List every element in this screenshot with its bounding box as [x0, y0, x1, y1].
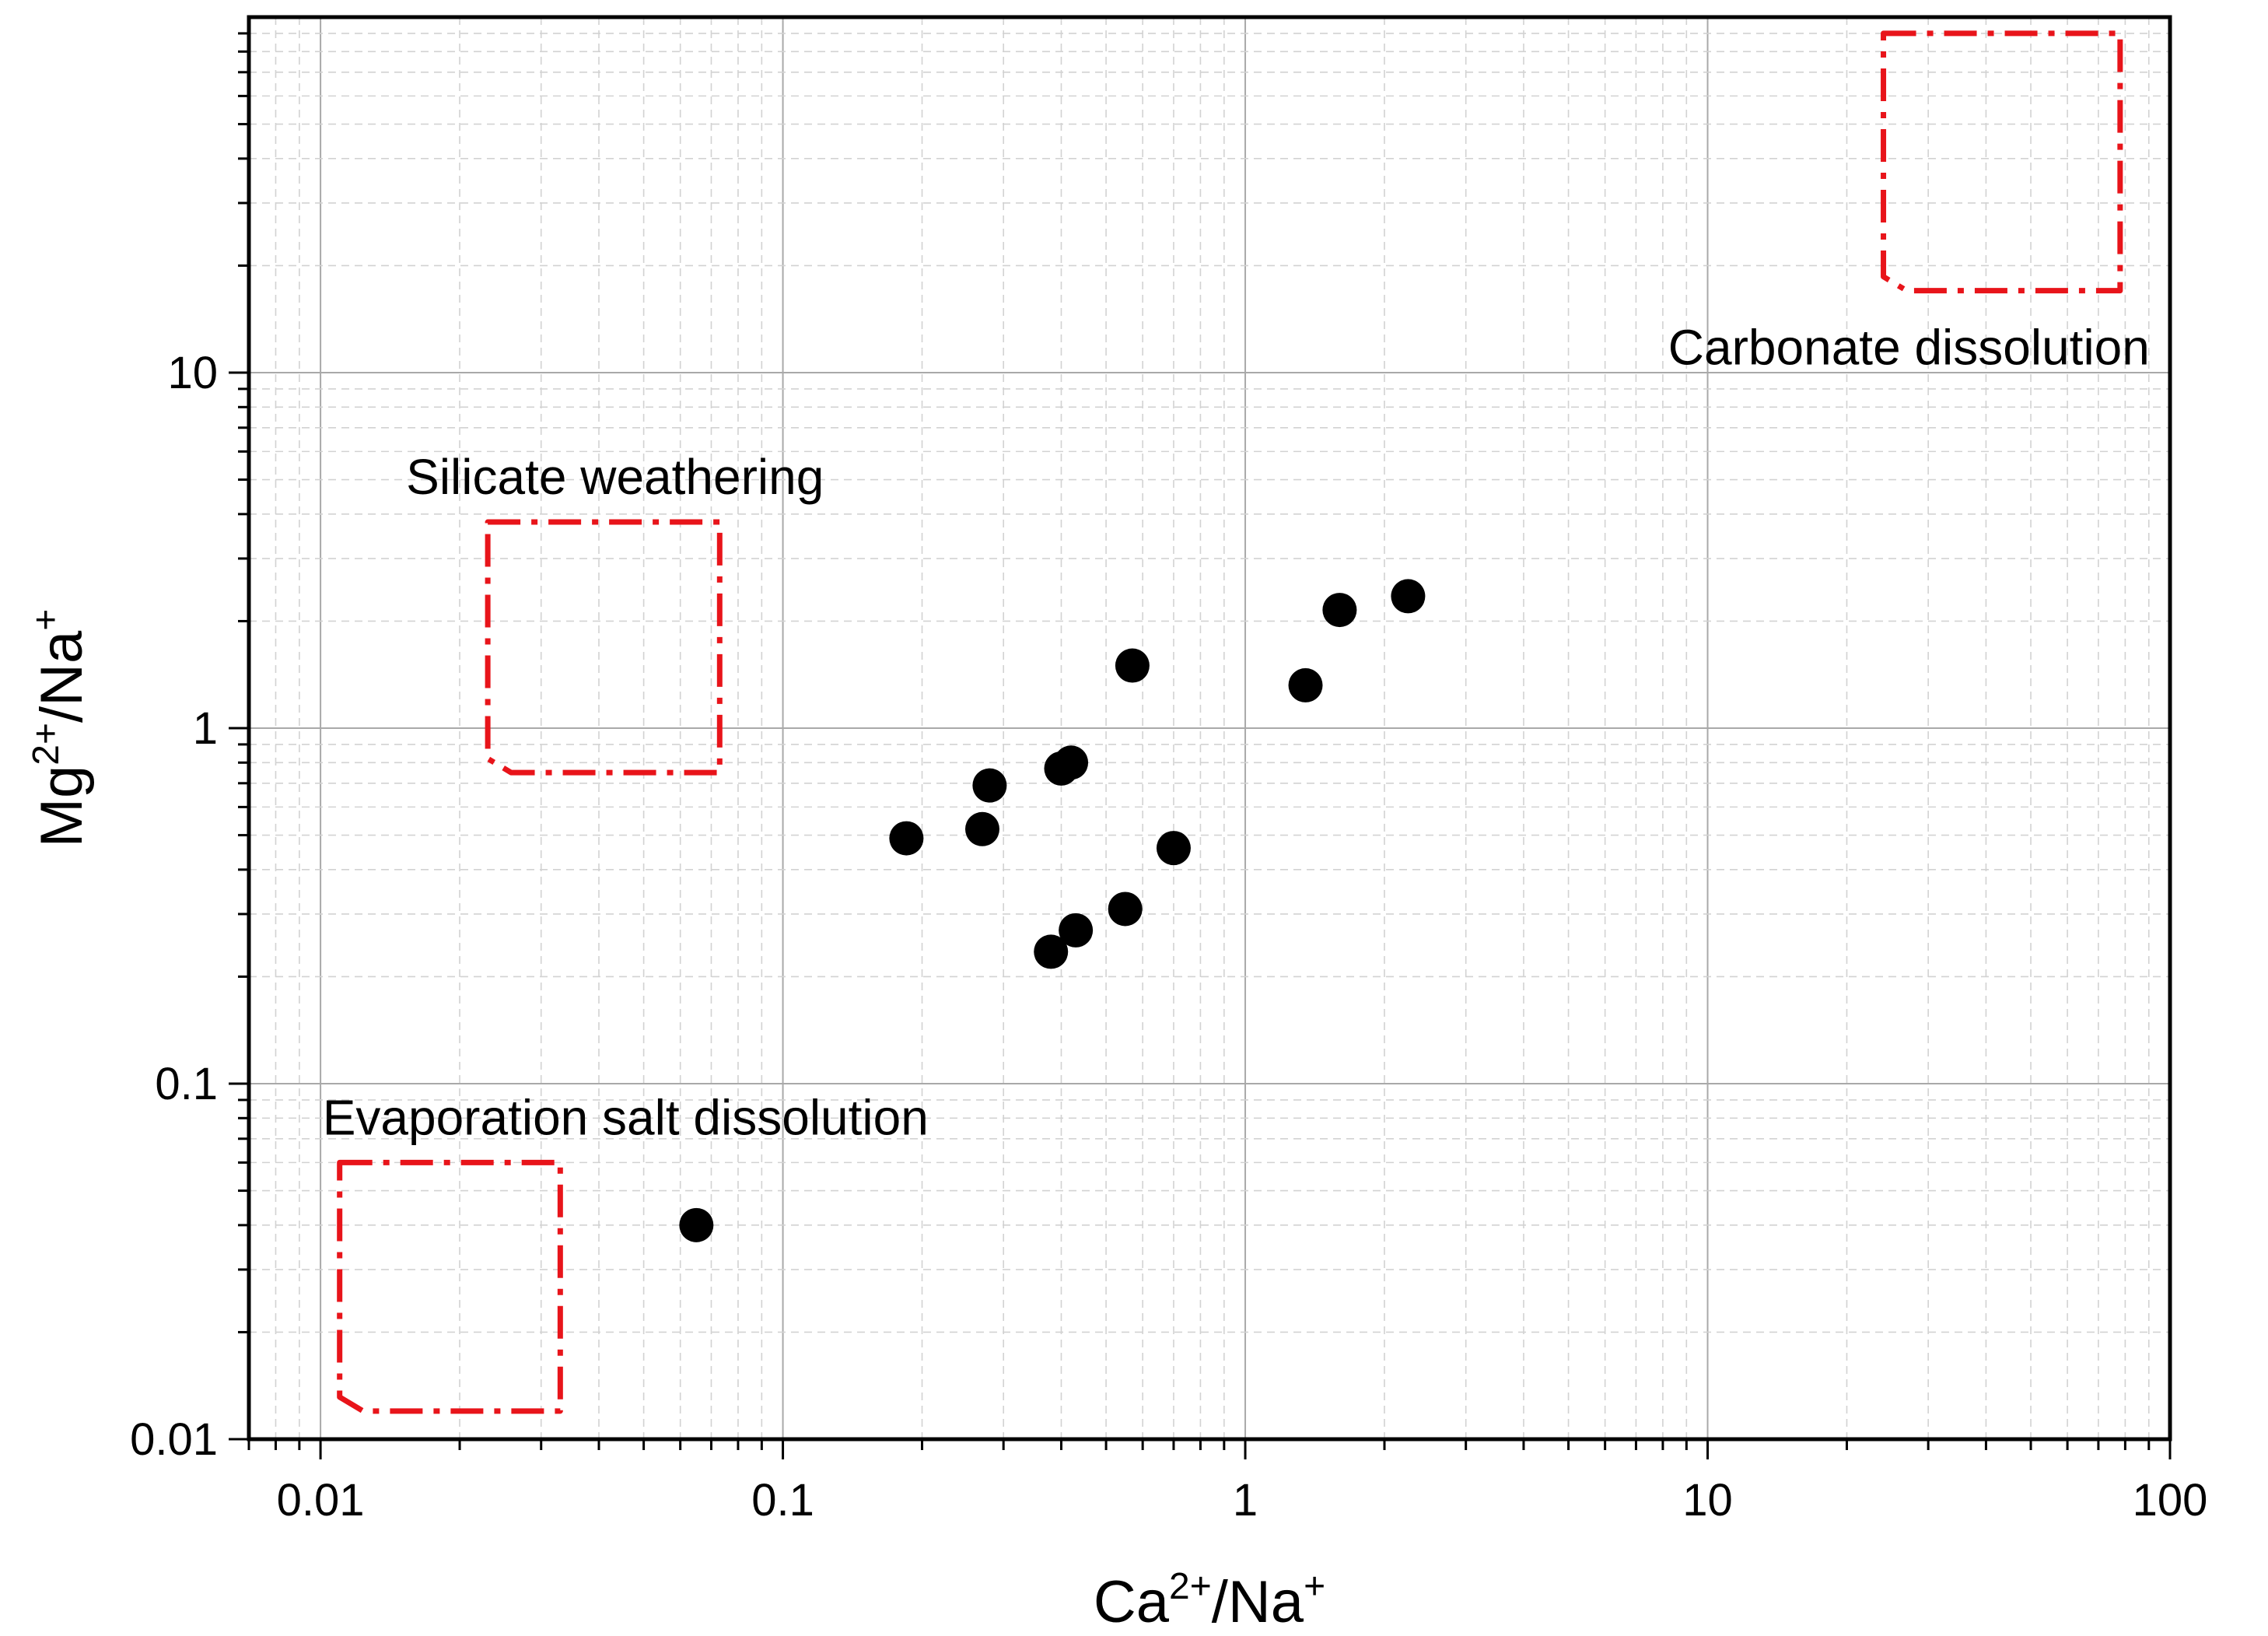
data-point [1391, 579, 1426, 614]
tick-labels: 0.01 0.1 1 10 100 0.01 0.1 1 10 [130, 348, 2207, 1526]
x-tick-label: 0.01 [277, 1475, 365, 1526]
x-tick-label: 1 [1233, 1475, 1258, 1526]
region-box [485, 519, 723, 776]
region-box [1881, 30, 2123, 294]
region-label: Silicate weathering [406, 449, 824, 505]
x-tick-label: 100 [2133, 1475, 2208, 1526]
data-point [1108, 892, 1143, 927]
region-box [337, 1159, 563, 1414]
region-label: Carbonate dissolution [1668, 320, 2150, 376]
region-label: Evaporation salt dissolution [323, 1089, 929, 1145]
data-point [965, 811, 1000, 846]
regions: Silicate weathering Evaporation salt diss… [323, 30, 2150, 1414]
data-point [1059, 913, 1094, 948]
y-tick-label: 10 [167, 348, 218, 398]
y-tick-label: 0.01 [130, 1414, 218, 1465]
data-point [679, 1207, 714, 1242]
axis-ticks [229, 32, 2172, 1459]
x-tick-label: 0.1 [751, 1475, 814, 1526]
data-points [679, 579, 1426, 1242]
y-axis-title: Mg2+/Na+ [26, 609, 95, 848]
x-axis-title: Ca2+/Na+ [1094, 1566, 1325, 1635]
data-point [1288, 667, 1323, 702]
x-tick-label: 10 [1682, 1475, 1733, 1526]
y-tick-label: 1 [193, 703, 218, 754]
grid [248, 17, 2170, 1440]
data-point [1115, 648, 1150, 683]
data-point [1322, 593, 1357, 628]
data-point [1156, 831, 1191, 866]
data-point [889, 821, 924, 856]
data-point [1054, 745, 1089, 780]
data-point [972, 768, 1007, 803]
data-point [1034, 934, 1069, 969]
y-tick-label: 0.1 [155, 1059, 218, 1109]
